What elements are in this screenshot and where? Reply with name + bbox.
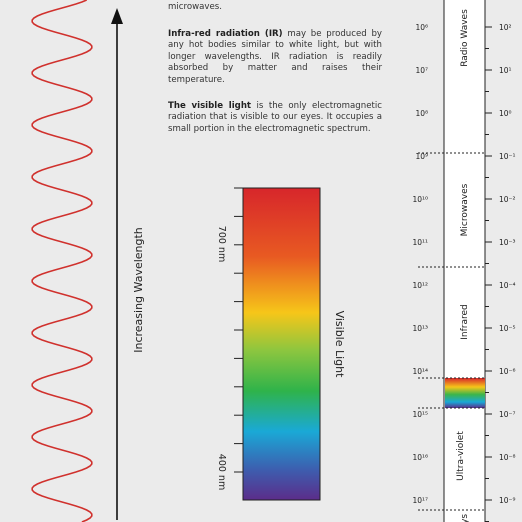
paragraph: The visible light is the only electromag… — [168, 101, 382, 135]
wavelength-label: 10⁻⁵ — [499, 324, 516, 333]
band-label: Ultra-violet — [456, 431, 466, 481]
wavelength-label: 10⁻⁸ — [499, 453, 516, 462]
frequency-label: 10¹⁴ — [412, 367, 428, 376]
wavelength-label: 10⁻⁴ — [499, 281, 516, 290]
bar-title: Visible Light — [333, 311, 346, 379]
wavelength-label: 10² — [499, 23, 512, 32]
wavelength-label: 10¹ — [499, 66, 512, 75]
intro-text: Microwave receivers can be used to detec… — [168, 0, 382, 13]
visible-bar — [242, 187, 321, 501]
frequency-label: 10¹⁶ — [412, 453, 428, 462]
frequency-label: 10¹⁵ — [412, 410, 428, 419]
frequency-label: 10⁶ — [415, 23, 428, 32]
arrow-label: Increasing Wavelength — [132, 227, 145, 353]
frequency-label: 10¹¹ — [412, 238, 428, 247]
wavelength-label: 10⁻⁶ — [499, 367, 516, 376]
frequency-label: 10⁹ — [415, 152, 428, 161]
paragraph: Infra-red radiation (IR) may be produced… — [168, 29, 382, 86]
arrow-head — [111, 8, 123, 24]
visible-band — [445, 378, 485, 408]
bar-bottom-label: 400 nm — [216, 454, 227, 490]
frequency-label: 10¹⁷ — [412, 496, 428, 505]
frequency-label: 10¹⁰ — [412, 195, 428, 204]
frequency-label: 10¹² — [412, 281, 428, 290]
band-label: X-rays — [460, 514, 470, 522]
wavelength-label: 10⁻⁹ — [499, 496, 516, 505]
frequency-label: 10⁷ — [415, 66, 428, 75]
band-label: Microwaves — [460, 183, 470, 236]
frequency-label: 10⁸ — [415, 109, 428, 118]
paragraph-text: may be produced by any hot bodies simila… — [168, 29, 382, 85]
wavelength-label: 10⁻¹ — [499, 152, 516, 161]
spectrum-column — [443, 0, 486, 522]
frequency-label: 10¹³ — [412, 324, 428, 333]
band-label: Radio Waves — [460, 9, 470, 67]
bar-top-label: 700 nm — [216, 226, 227, 262]
paragraph-text: is the only electromagnetic radiation th… — [168, 101, 382, 134]
wavelength-label: 10⁰ — [499, 109, 512, 118]
wavelength-label: 10⁻² — [499, 195, 516, 204]
wavelength-label: 10⁻⁷ — [499, 410, 516, 419]
wavelength-label: 10⁻³ — [499, 238, 516, 247]
paragraph-lead: The visible light — [168, 101, 252, 111]
band-label: Infrared — [460, 304, 470, 340]
paragraph-lead: Infra-red radiation (IR) — [168, 29, 283, 39]
wave — [31, 0, 93, 522]
